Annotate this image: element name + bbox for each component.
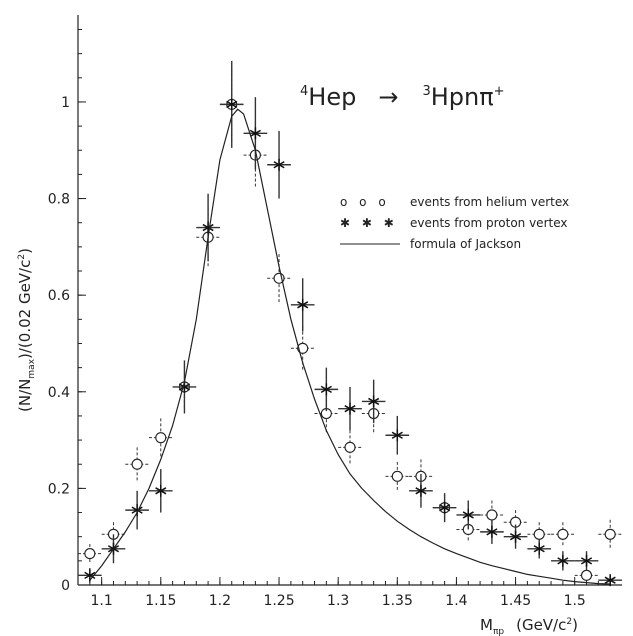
proton-point [290, 278, 315, 332]
title-charge: + [494, 84, 505, 99]
y-tick-label: 0.2 [48, 481, 70, 497]
proton-point [409, 473, 433, 508]
title-arrow: → [378, 83, 398, 111]
proton-point [503, 524, 528, 549]
y-axis-label: (N/Nmax)/(0.02 GeV/c2) [16, 248, 37, 412]
y-tick-label: 0.8 [48, 192, 70, 208]
helium-point [125, 447, 149, 482]
x-tick-label: 1.25 [263, 593, 294, 609]
proton-point [574, 551, 599, 571]
proton-point [219, 60, 244, 148]
proton-point [125, 490, 149, 530]
x-tick-label: 1.15 [145, 593, 176, 609]
helium-point [385, 461, 410, 491]
proton-point [527, 539, 552, 559]
y-tick-label: 1 [61, 95, 70, 111]
proton-point [551, 551, 575, 571]
y-tick-label: 0 [61, 578, 70, 594]
legend-marker-helium: o o o [340, 195, 390, 209]
y-tick-label: 0.6 [48, 288, 70, 304]
x-tick-label: 1.2 [209, 593, 231, 609]
proton-point [196, 193, 220, 262]
proton-point [432, 493, 457, 523]
proton-point [598, 574, 622, 587]
helium-point [598, 519, 622, 549]
x-tick-label: 1.35 [382, 593, 413, 609]
proton-point [480, 519, 504, 544]
x-tick-label: 1.45 [500, 593, 531, 609]
chart-title: 4Hep → 3Hpnπ+ [300, 83, 505, 111]
legend-marker-proton: ✱ ✱ ✱ [340, 216, 398, 230]
legend: o o o events from helium vertex ✱ ✱ ✱ ev… [340, 195, 569, 251]
helium-point [267, 254, 291, 303]
proton-point [267, 130, 291, 199]
y-tick-label: 0.4 [48, 385, 70, 401]
helium-point [148, 418, 173, 457]
jackson-curve [89, 108, 611, 585]
proton-point [314, 367, 339, 412]
title-mass-initial: 4 [300, 84, 308, 99]
proton-point [243, 97, 268, 170]
proton-point [148, 469, 173, 513]
proton-point [361, 379, 386, 424]
proton-point [78, 568, 102, 583]
proton-point [338, 386, 362, 431]
x-tick-label: 1.3 [327, 593, 349, 609]
legend-label-proton: events from proton vertex [410, 216, 567, 230]
x-tick-label: 1.4 [445, 593, 467, 609]
x-tick-label: 1.1 [91, 593, 113, 609]
legend-label-jackson: formula of Jackson [410, 237, 521, 251]
title-final: Hpnπ [431, 83, 494, 111]
legend-label-helium: events from helium vertex [410, 195, 569, 209]
proton-point [456, 500, 481, 530]
proton-point [172, 360, 197, 414]
title-initial: Hep [308, 83, 356, 111]
x-tick-label: 1.5 [564, 593, 586, 609]
x-axis-label: Mπp (GeV/c2) [480, 616, 578, 636]
helium-point [551, 522, 575, 547]
helium-point [338, 430, 362, 465]
helium-point [78, 543, 102, 564]
proton-point [385, 415, 410, 455]
title-mass-final: 3 [422, 84, 430, 99]
